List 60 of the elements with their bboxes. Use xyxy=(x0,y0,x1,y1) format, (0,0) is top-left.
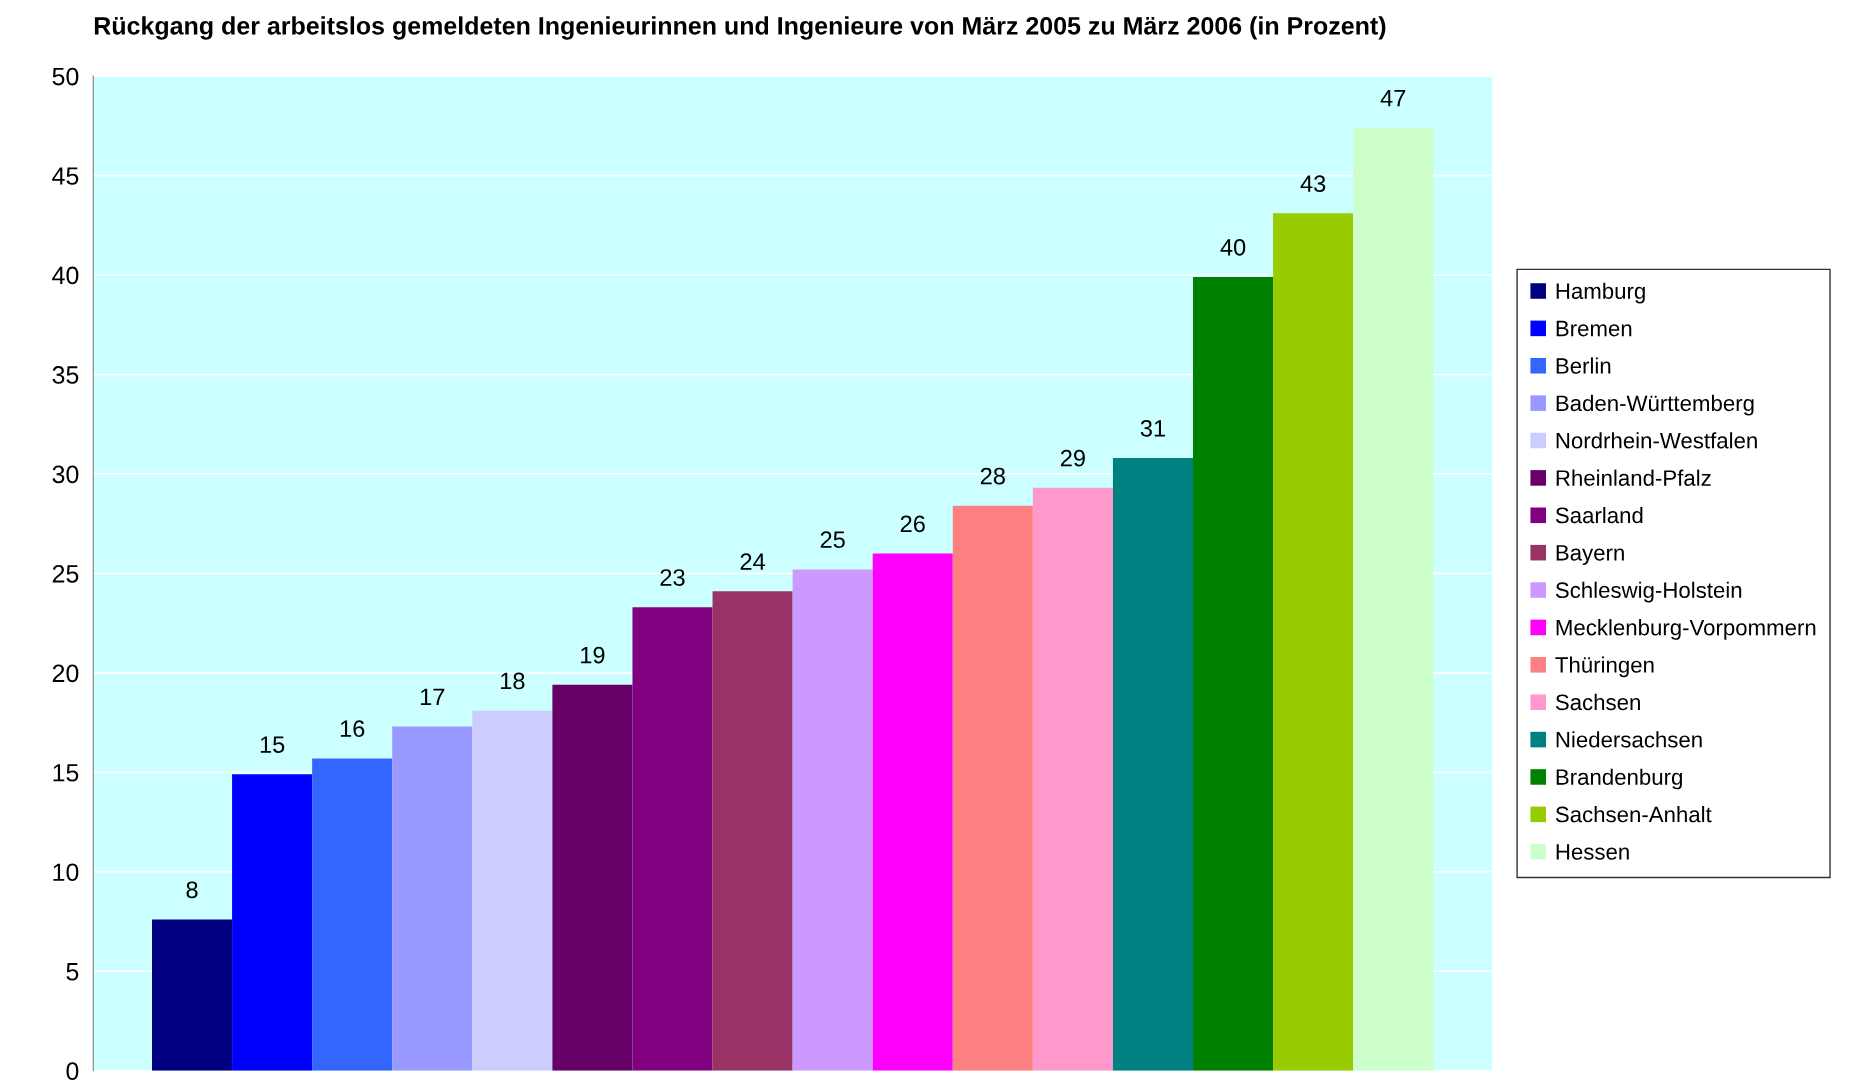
data-label: 47 xyxy=(1380,90,1406,107)
chart-title: Rückgang der arbeitslos gemeldeten Ingenieurinnen und Ingenieure von März 2005 zu März 2006 (in Prozent) xyxy=(94,16,1386,40)
data-label: 16 xyxy=(340,720,365,738)
y-tick-label: 10 xyxy=(53,863,79,882)
legend-label: Bremen xyxy=(1556,320,1632,337)
bar xyxy=(232,774,313,1071)
legend-label: Mecklenburg-Vorpommern xyxy=(1556,619,1816,640)
data-label: 17 xyxy=(420,688,445,705)
bar xyxy=(952,505,1033,1071)
data-label: 18 xyxy=(501,672,525,690)
data-label: 15 xyxy=(260,736,285,753)
bar xyxy=(312,758,393,1071)
data-label: 29 xyxy=(1060,449,1085,467)
data-label: 43 xyxy=(1300,175,1326,193)
bar xyxy=(1193,277,1274,1071)
y-tick-label: 45 xyxy=(52,167,79,185)
legend-label: Schleswig-Holstein xyxy=(1555,581,1742,603)
data-label: 8 xyxy=(186,881,198,899)
legend-label: Sachsen-Anhalt xyxy=(1555,806,1712,823)
y-tick-label: 30 xyxy=(52,465,79,484)
bar xyxy=(1032,487,1113,1071)
y-tick-label: 40 xyxy=(52,266,79,285)
data-label: 40 xyxy=(1220,238,1246,256)
bar xyxy=(792,569,873,1071)
bar xyxy=(872,553,953,1071)
y-tick-label: 15 xyxy=(53,764,79,782)
bar xyxy=(152,919,233,1071)
y-tick-label: 35 xyxy=(52,366,79,384)
bar xyxy=(552,684,633,1071)
bar xyxy=(392,726,473,1071)
data-label: 24 xyxy=(740,553,766,570)
bar xyxy=(472,710,553,1071)
data-label: 25 xyxy=(820,531,845,549)
bar xyxy=(712,591,793,1071)
legend-label: Berlin xyxy=(1556,357,1611,374)
legend-label: Sachsen xyxy=(1555,693,1640,711)
legend-label: Saarland xyxy=(1555,506,1643,524)
y-tick-label: 5 xyxy=(66,963,79,981)
data-label: 28 xyxy=(980,467,1005,485)
bar xyxy=(632,607,713,1071)
legend-label: Nordrhein-Westfalen xyxy=(1556,432,1757,449)
y-tick-label: 25 xyxy=(52,564,79,583)
legend-label: Hamburg xyxy=(1556,282,1645,304)
legend-label: Baden-Württemberg xyxy=(1556,394,1754,416)
legend-label: Thüringen xyxy=(1555,656,1654,678)
legend-label: Bayern xyxy=(1556,545,1624,566)
data-label: 26 xyxy=(900,515,925,533)
legend-label: Hessen xyxy=(1556,844,1629,860)
bar xyxy=(1273,213,1354,1071)
bar xyxy=(1353,127,1434,1071)
legend-label: Brandenburg xyxy=(1556,768,1682,790)
data-label: 23 xyxy=(660,569,685,586)
legend-label: Rheinland-Pfalz xyxy=(1556,469,1711,486)
y-tick-label: 20 xyxy=(52,664,79,683)
data-label: 31 xyxy=(1140,419,1165,437)
y-tick-label: 0 xyxy=(66,1062,79,1080)
legend-label: Niedersachsen xyxy=(1556,731,1702,748)
data-label: 19 xyxy=(581,646,605,664)
bar xyxy=(1112,458,1194,1071)
y-tick-label: 50 xyxy=(52,67,79,86)
